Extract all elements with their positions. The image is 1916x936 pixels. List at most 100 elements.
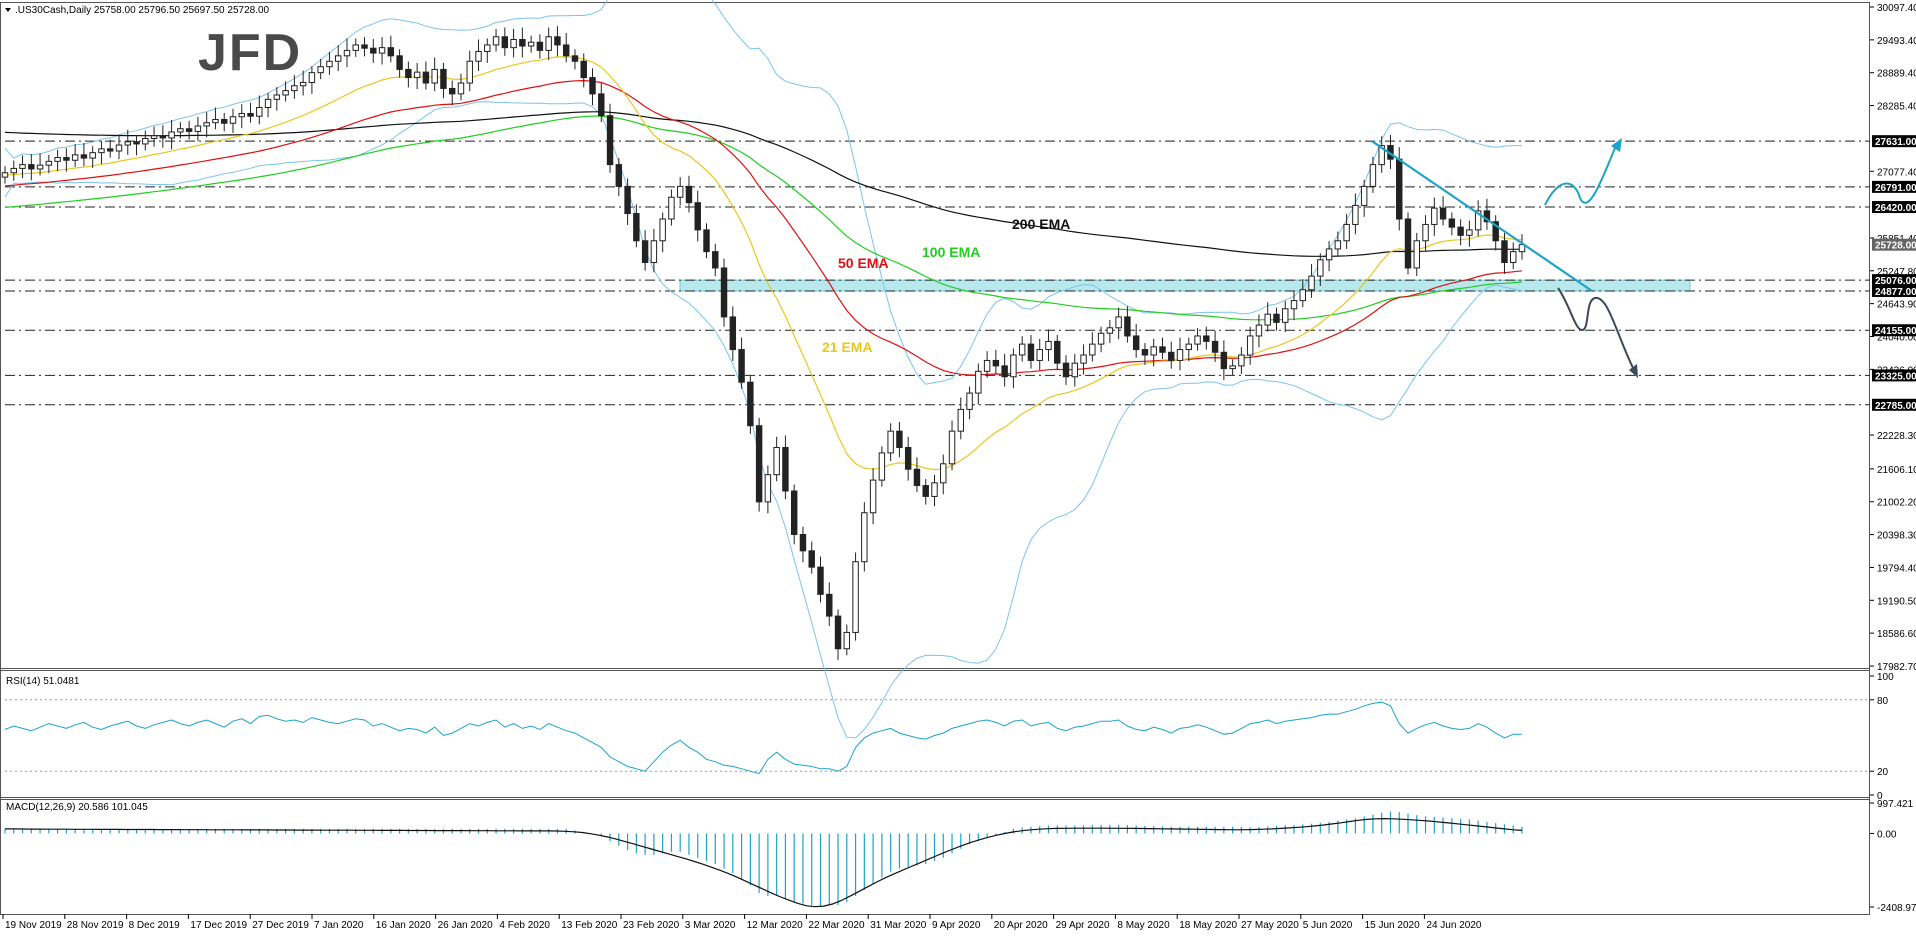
candle-body bbox=[98, 148, 105, 154]
time-tick-label: 16 Jan 2020 bbox=[376, 920, 431, 931]
rsi-tick-label: 80 bbox=[1877, 696, 1889, 707]
time-tick-label: 13 Feb 2020 bbox=[561, 920, 618, 931]
candle-body bbox=[308, 72, 316, 83]
time-tick-label: 27 May 2020 bbox=[1241, 920, 1299, 931]
level-badge-label: 24877.00 bbox=[1875, 287, 1916, 298]
candle-body bbox=[422, 71, 430, 84]
candle-body bbox=[659, 218, 666, 242]
level-badge-label: 26420.00 bbox=[1875, 203, 1916, 214]
price-tick-label: 20398.30 bbox=[1877, 531, 1916, 542]
panel-frame bbox=[0, 668, 1870, 800]
candle-body bbox=[238, 112, 245, 118]
candle-body bbox=[19, 164, 26, 169]
candle-body bbox=[1194, 335, 1201, 345]
candle-body bbox=[1071, 362, 1079, 378]
candle-body bbox=[1317, 259, 1324, 277]
candle-body bbox=[983, 359, 991, 372]
candle-body bbox=[554, 36, 561, 46]
candle-body bbox=[1290, 300, 1298, 310]
candle-body bbox=[527, 41, 535, 47]
time-tick-label: 23 Feb 2020 bbox=[623, 920, 680, 931]
candle-body bbox=[405, 68, 412, 79]
candle-body bbox=[256, 106, 263, 117]
panel-frame bbox=[0, 797, 1870, 915]
rsi-header: RSI(14) 51.0481 bbox=[6, 676, 80, 687]
candle-body bbox=[1422, 223, 1429, 242]
candle-body bbox=[115, 144, 123, 152]
candle-body bbox=[1238, 354, 1245, 367]
candle-body bbox=[203, 122, 210, 127]
level-badge-label: 27631.00 bbox=[1875, 137, 1916, 148]
candle-body bbox=[536, 41, 544, 51]
candle-body bbox=[1089, 343, 1096, 356]
bullish-arrowhead bbox=[1611, 138, 1622, 152]
candle-body bbox=[229, 116, 237, 124]
candle-body bbox=[492, 36, 500, 46]
candle-body bbox=[361, 44, 368, 49]
candle-body bbox=[212, 118, 219, 124]
candle-body bbox=[1518, 244, 1526, 253]
candle-body bbox=[1439, 207, 1447, 220]
candle-body bbox=[1413, 240, 1420, 269]
candle-body bbox=[475, 50, 482, 62]
rsi-line bbox=[4, 701, 1522, 775]
time-tick-label: 4 Feb 2020 bbox=[499, 920, 550, 931]
candle-body bbox=[510, 38, 517, 49]
time-tick-label: 12 Mar 2020 bbox=[747, 920, 804, 931]
candle-body bbox=[1299, 289, 1306, 302]
ema-50-line bbox=[4, 79, 1523, 376]
candle-body bbox=[1448, 218, 1456, 228]
candle-body bbox=[668, 196, 675, 220]
candle-body bbox=[1220, 351, 1228, 370]
candle-body bbox=[159, 135, 167, 139]
candle-body bbox=[931, 482, 938, 497]
candle-body bbox=[817, 566, 824, 595]
candle-body bbox=[747, 381, 754, 427]
candle-body bbox=[562, 44, 570, 57]
rsi-tick-label: 100 bbox=[1877, 672, 1894, 683]
ema-200-line bbox=[4, 111, 1523, 257]
symbol-header[interactable]: .US30Cash,Daily 25758.00 25796.50 25697.… bbox=[5, 5, 270, 16]
candle-body bbox=[1334, 240, 1342, 250]
ema-label: 100 EMA bbox=[922, 244, 980, 260]
candle-body bbox=[1457, 226, 1464, 236]
candle-body bbox=[887, 430, 894, 454]
candle-body bbox=[326, 60, 333, 68]
candle-body bbox=[133, 141, 140, 145]
candle-body bbox=[1018, 343, 1026, 356]
candle-body bbox=[54, 157, 61, 162]
macd-tick-label: -2408.971 bbox=[1877, 903, 1916, 914]
time-tick-label: 26 Jan 2020 bbox=[438, 920, 493, 931]
candle-body bbox=[1343, 223, 1350, 242]
current-price-badge bbox=[1872, 238, 1916, 251]
candle-body bbox=[685, 185, 693, 204]
dropdown-triangle-icon[interactable] bbox=[5, 8, 11, 12]
candle-body bbox=[484, 44, 491, 52]
candle-body bbox=[1474, 210, 1482, 231]
candle-body bbox=[317, 66, 324, 74]
descending-trendline bbox=[1371, 140, 1593, 292]
candle-body bbox=[1001, 365, 1008, 378]
price-tick-label: 24040.00 bbox=[1877, 333, 1916, 344]
candle-body bbox=[729, 316, 737, 351]
price-tick-label: 30097.40 bbox=[1877, 3, 1916, 14]
ema-labels: 200 EMA 100 EMA 50 EMA 21 EMA bbox=[822, 216, 1070, 355]
candle-body bbox=[1369, 164, 1377, 187]
time-tick-label: 28 Nov 2019 bbox=[67, 920, 124, 931]
candle-body bbox=[966, 392, 973, 410]
price-tick-label: 25247.80 bbox=[1877, 267, 1916, 278]
price-tick-label: 19190.50 bbox=[1877, 596, 1916, 607]
candle-body bbox=[107, 148, 114, 152]
candle-body bbox=[1203, 335, 1210, 342]
ema-label: 50 EMA bbox=[838, 255, 889, 271]
bearish-arrowhead bbox=[1629, 364, 1638, 378]
price-tick-label: 18586.60 bbox=[1877, 629, 1916, 640]
candle-body bbox=[334, 55, 342, 62]
candle-body bbox=[624, 185, 631, 215]
candle-body bbox=[703, 229, 710, 253]
rsi-tick-label: 0 bbox=[1877, 791, 1883, 802]
price-tick-label: 22228.30 bbox=[1877, 431, 1916, 442]
level-badge-label: 26791.00 bbox=[1875, 183, 1916, 194]
candle-body bbox=[440, 68, 447, 89]
